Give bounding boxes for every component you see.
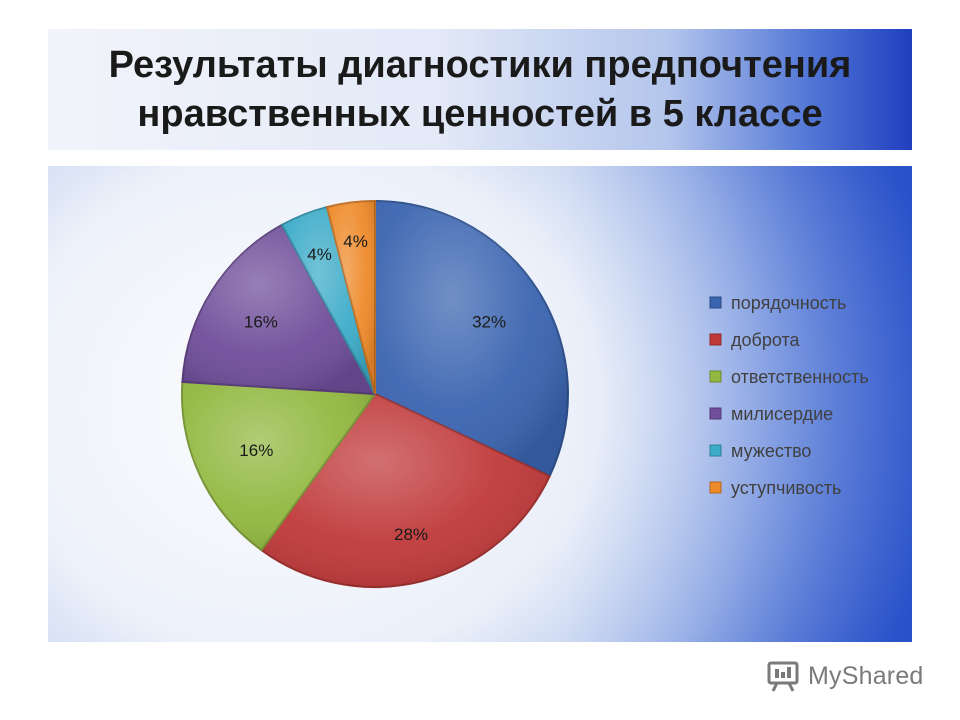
legend-label-4: милисердие	[731, 404, 833, 424]
title-bar: Результаты диагностики предпочтения нрав…	[48, 29, 912, 150]
pie-slice-label-2: 28%	[394, 525, 428, 544]
pie-slice-shine-6	[327, 201, 375, 394]
legend-swatch-2	[709, 333, 722, 346]
pie-slice-label-1: 32%	[472, 313, 506, 332]
pie-slice-shine-2	[261, 394, 550, 587]
slide-title: Результаты диагностики предпочтения нрав…	[48, 41, 912, 139]
legend-swatch-4	[709, 407, 722, 420]
legend-label-3: ответственность	[731, 367, 869, 387]
watermark: MyShared	[766, 656, 924, 696]
pie-slice-label-4: 16%	[244, 313, 278, 332]
pie-slice-shine-5	[282, 207, 375, 394]
myshared-logo-icon	[767, 661, 799, 692]
pie-slice-shine-1	[375, 201, 569, 477]
legend-label-2: доброта	[731, 330, 800, 350]
legend-label-1: порядочность	[731, 293, 846, 313]
slide-title-line-1: Результаты диагностики предпочтения	[108, 44, 852, 86]
pie-slice-shine-4	[182, 224, 375, 394]
legend-label-5: мужество	[731, 441, 811, 461]
legend-label-6: уступчивость	[731, 478, 841, 498]
legend-swatch-6	[709, 481, 722, 494]
pie-slice-shine-3	[181, 381, 375, 551]
watermark-text: MyShared	[808, 661, 924, 690]
pie-slice-label-3: 16%	[239, 441, 273, 460]
pie-slice-label-6: 4%	[343, 232, 368, 251]
legend-swatch-3	[709, 370, 722, 383]
pie-chart: 32% 28% 16% 16% 4% 4% порядочность доброта отве…	[181, 199, 869, 588]
pie-slice-label-5: 4%	[307, 245, 332, 264]
slide-title-line-2: нравственных ценностей в 5 классе	[137, 93, 823, 135]
legend-swatch-1	[709, 296, 722, 309]
legend-swatch-5	[709, 444, 722, 457]
chart-panel: 32% 28% 16% 16% 4% 4% порядочность доброта отве…	[48, 166, 912, 642]
